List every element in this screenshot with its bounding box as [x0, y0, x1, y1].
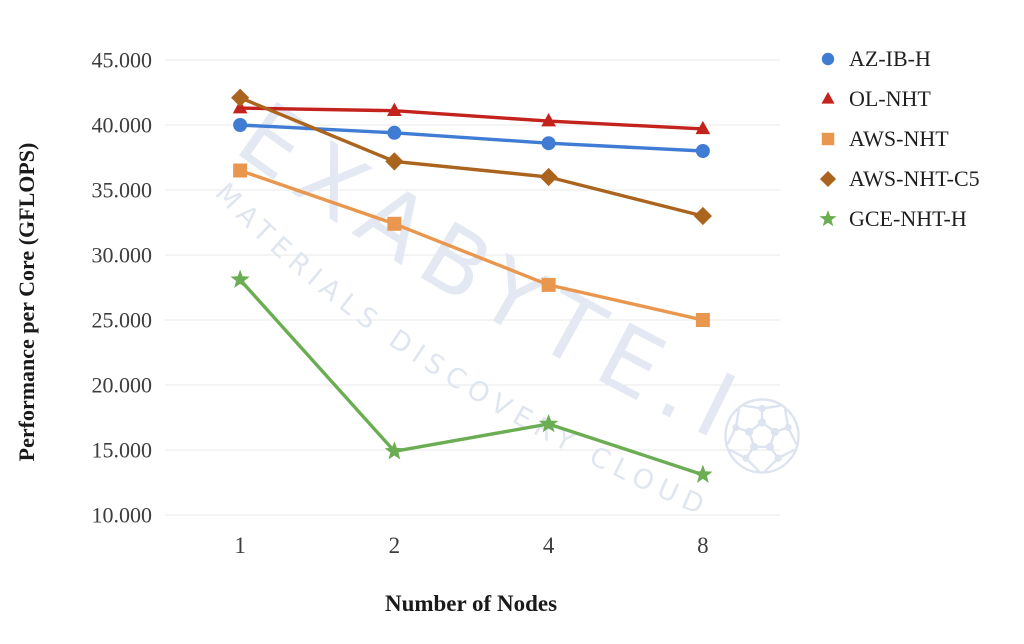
circle-data-point-marker	[233, 118, 248, 132]
series-aws-nht-c5	[231, 88, 712, 226]
circle-data-point-marker	[541, 136, 556, 151]
x-tick-label: 1	[234, 533, 246, 558]
legend-label: AZ-IB-H	[849, 46, 931, 71]
triangle-data-point-marker	[821, 91, 835, 104]
y-tick-label: 15.000	[92, 438, 153, 463]
diamond-marker-icon	[819, 170, 837, 188]
legend-item-aws-nht: AWS-NHT	[818, 119, 980, 159]
star-data-point-marker	[819, 210, 837, 227]
star-data-point-marker	[539, 413, 559, 433]
y-tick-label: 45.000	[92, 48, 153, 73]
square-data-point-marker	[541, 277, 556, 292]
series-gce-nht-h	[230, 269, 713, 483]
series-line	[238, 106, 705, 131]
y-tick-label: 35.000	[92, 178, 153, 203]
legend-item-ol-nht: OL-NHT	[818, 79, 980, 119]
chart-legend: AZ-IB-H OL-NHT AWS-NHT AWS-NHT-C5 GCE-NHT-H	[818, 39, 980, 239]
star-data-point-marker	[230, 269, 250, 288]
y-axis-title: Performance per Core (GFLOPS)	[14, 143, 39, 462]
diamond-data-point-marker	[693, 206, 712, 226]
star-data-point-marker	[693, 464, 713, 483]
y-tick-label: 30.000	[92, 243, 153, 268]
y-tick-label: 20.000	[92, 373, 153, 398]
y-tick-label: 25.000	[92, 308, 153, 333]
data-series	[230, 88, 713, 483]
legend-label: GCE-NHT-H	[849, 206, 967, 231]
series-line	[238, 278, 705, 477]
legend-item-az-ib-h: AZ-IB-H	[818, 39, 980, 79]
star-data-point-marker	[384, 441, 404, 460]
legend-label: AWS-NHT-C5	[849, 166, 980, 191]
y-tick-label: 40.000	[92, 113, 153, 138]
diamond-data-point-marker	[819, 170, 837, 188]
square-marker-icon	[821, 132, 835, 146]
square-data-point-marker	[821, 132, 835, 146]
x-tick-label: 8	[697, 533, 709, 558]
triangle-marker-icon	[821, 91, 835, 104]
circle-data-point-marker	[695, 144, 710, 158]
x-axis-tick-labels: 1 2 4 8	[234, 533, 708, 558]
legend-label: OL-NHT	[849, 86, 931, 111]
triangle-data-point-marker	[541, 113, 556, 127]
diamond-data-point-marker	[385, 152, 404, 171]
legend-label: AWS-NHT	[849, 126, 949, 151]
circle-data-point-marker	[821, 52, 835, 66]
star-marker-icon	[819, 210, 837, 227]
circle-data-point-marker	[387, 125, 402, 140]
triangle-data-point-marker	[695, 120, 711, 135]
diamond-data-point-marker	[539, 167, 558, 187]
diamond-data-point-marker	[231, 88, 250, 107]
x-tick-label: 4	[543, 533, 555, 558]
triangle-data-point-marker	[387, 102, 402, 116]
circle-marker-icon	[821, 52, 835, 66]
series-line	[238, 95, 705, 218]
legend-item-gce-nht-h: GCE-NHT-H	[818, 199, 980, 239]
x-axis-title: Number of Nodes	[385, 591, 557, 616]
square-data-point-marker	[695, 313, 710, 327]
series-aws-nht	[233, 163, 710, 327]
fullerene-ball-icon	[724, 398, 800, 474]
y-axis-tick-labels: 45.000 40.000 35.000 30.000 25.000 20.000 15.0…	[92, 48, 153, 528]
y-tick-label: 10.000	[92, 503, 153, 528]
legend-item-aws-nht-c5: AWS-NHT-C5	[818, 159, 980, 199]
series-line	[238, 168, 705, 322]
square-data-point-marker	[387, 216, 402, 231]
square-data-point-marker	[233, 163, 248, 178]
x-tick-label: 2	[389, 533, 401, 558]
